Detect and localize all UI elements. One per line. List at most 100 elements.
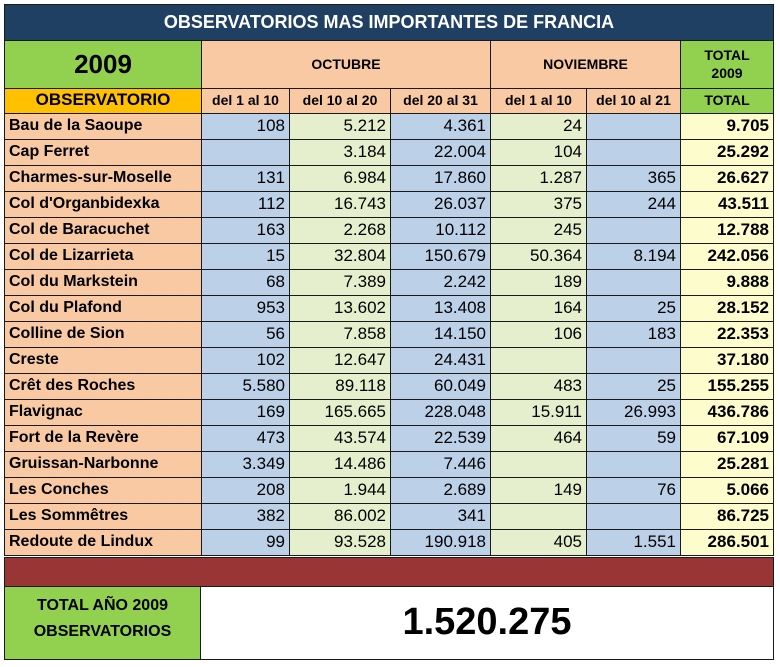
period-value: 8.194	[586, 243, 681, 270]
period-value: 32.804	[289, 243, 391, 270]
period-value: 60.049	[390, 373, 491, 400]
period-value: 13.408	[390, 295, 491, 322]
period-value: 953	[201, 295, 290, 322]
period-value: 164	[490, 295, 587, 322]
observatory-name: Les Conches	[4, 477, 202, 504]
period-value: 16.743	[289, 191, 391, 218]
period-value: 3.349	[201, 451, 290, 478]
period-value: 2.689	[390, 477, 491, 504]
period-value: 163	[201, 217, 290, 244]
period-value: 50.364	[490, 243, 587, 270]
period-value: 25	[586, 373, 681, 400]
observatory-name: Colline de Sion	[4, 321, 202, 348]
period-value	[586, 217, 681, 244]
total-2009-header: TOTAL 2009	[680, 40, 774, 89]
period-value: 24	[490, 113, 587, 140]
period-value: 26.037	[390, 191, 491, 218]
footer-label-line2: OBSERVATORIOS	[33, 623, 172, 640]
period-value: 104	[490, 139, 587, 166]
period-value	[490, 347, 587, 374]
period-value: 56	[201, 321, 290, 348]
observatory-name: Redoute de Lindux	[4, 529, 202, 556]
period-value	[586, 451, 681, 478]
period-value: 22.539	[390, 425, 491, 452]
observatory-name: Col de Baracuchet	[4, 217, 202, 244]
observatory-name: Cap Ferret	[4, 139, 202, 166]
observatory-name: Creste	[4, 347, 202, 374]
period-value: 108	[201, 113, 290, 140]
row-total: 67.109	[680, 425, 774, 452]
period-value	[490, 451, 587, 478]
period-value: 405	[490, 529, 587, 556]
period-value: 2.268	[289, 217, 391, 244]
period-value: 15	[201, 243, 290, 270]
period-value	[201, 139, 290, 166]
observatory-name: Gruissan-Narbonne	[4, 451, 202, 478]
period-value: 5.212	[289, 113, 391, 140]
month-header-noviembre: NOVIEMBRE	[490, 40, 681, 89]
period-value: 365	[586, 165, 681, 192]
period-value: 14.486	[289, 451, 391, 478]
period-value: 149	[490, 477, 587, 504]
row-total: 25.292	[680, 139, 774, 166]
row-total: 9.705	[680, 113, 774, 140]
observatory-name: Col du Plafond	[4, 295, 202, 322]
period-value: 1.287	[490, 165, 587, 192]
row-total: 9.888	[680, 269, 774, 296]
period-value: 10.112	[390, 217, 491, 244]
period-value: 59	[586, 425, 681, 452]
period-value	[586, 113, 681, 140]
period-value: 169	[201, 399, 290, 426]
period-value	[586, 347, 681, 374]
total-header: TOTAL	[680, 88, 774, 114]
observatory-name: Col de Lizarrieta	[4, 243, 202, 270]
row-total: 286.501	[680, 529, 774, 556]
period-value: 341	[390, 503, 491, 530]
period-value: 228.048	[390, 399, 491, 426]
period-value: 99	[201, 529, 290, 556]
period-value	[490, 503, 587, 530]
row-total: 37.180	[680, 347, 774, 374]
period-value: 22.004	[390, 139, 491, 166]
observatorio-header: OBSERVATORIO	[4, 88, 202, 114]
observatory-name: Fort de la Revère	[4, 425, 202, 452]
row-total: 25.281	[680, 451, 774, 478]
period-value: 17.860	[390, 165, 491, 192]
separator-band	[4, 557, 774, 587]
period-value	[586, 269, 681, 296]
period-value: 244	[586, 191, 681, 218]
period-value: 483	[490, 373, 587, 400]
period-value: 15.911	[490, 399, 587, 426]
table-title: OBSERVATORIOS MAS IMPORTANTES DE FRANCIA	[4, 4, 774, 41]
row-total: 26.627	[680, 165, 774, 192]
observatory-name: Charmes-sur-Moselle	[4, 165, 202, 192]
period-value: 68	[201, 269, 290, 296]
row-total: 86.725	[680, 503, 774, 530]
period-value: 183	[586, 321, 681, 348]
row-total: 155.255	[680, 373, 774, 400]
period-header-oct-3: del 20 al 31	[390, 88, 491, 114]
period-value: 14.150	[390, 321, 491, 348]
row-total: 436.786	[680, 399, 774, 426]
month-header-octubre: OCTUBRE	[201, 40, 491, 89]
period-value: 86.002	[289, 503, 391, 530]
period-value: 106	[490, 321, 587, 348]
period-value: 7.389	[289, 269, 391, 296]
period-value: 6.984	[289, 165, 391, 192]
period-header-oct-1: del 1 al 10	[201, 88, 290, 114]
row-total: 43.511	[680, 191, 774, 218]
period-value: 1.944	[289, 477, 391, 504]
total-header-line2: 2009	[711, 65, 743, 81]
period-header-nov-1: del 1 al 10	[490, 88, 587, 114]
period-value: 13.602	[289, 295, 391, 322]
period-value: 112	[201, 191, 290, 218]
period-header-oct-2: del 10 al 20	[289, 88, 391, 114]
period-value: 245	[490, 217, 587, 244]
period-value: 25	[586, 295, 681, 322]
period-value: 76	[586, 477, 681, 504]
footer-label-line1: TOTAL AÑO 2009	[37, 597, 168, 614]
period-value: 473	[201, 425, 290, 452]
row-total: 5.066	[680, 477, 774, 504]
year-header: 2009	[4, 40, 202, 89]
row-total: 22.353	[680, 321, 774, 348]
